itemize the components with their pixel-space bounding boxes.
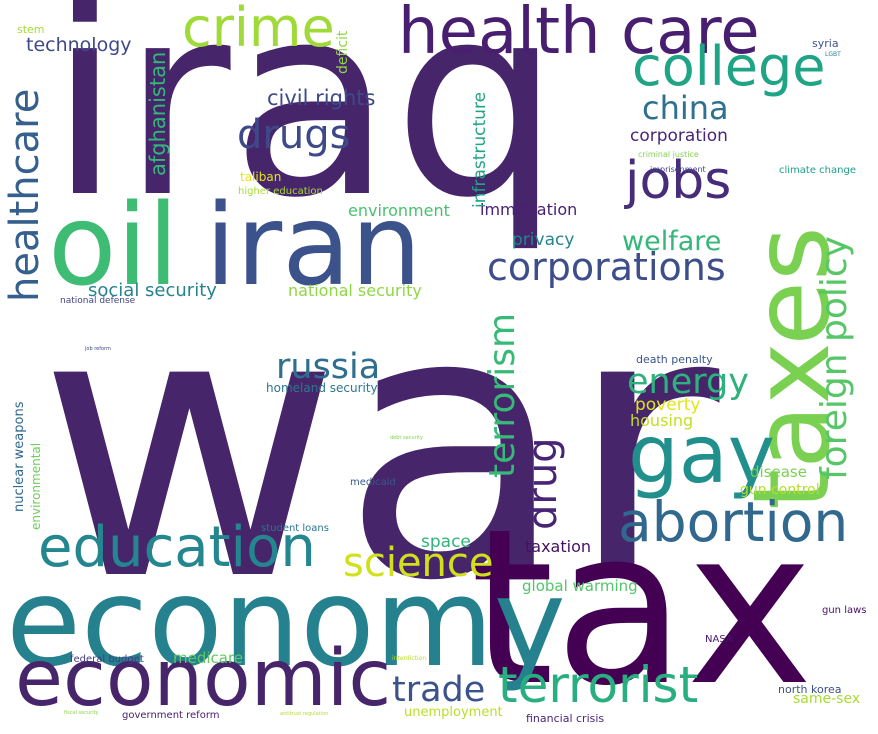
word-taliban: taliban xyxy=(240,170,282,184)
word-global-warming: global warming xyxy=(522,577,638,595)
word-abortion: abortion xyxy=(618,490,849,554)
word-national-defense: national defense xyxy=(60,296,136,306)
word-fiscal-security: fiscal security xyxy=(64,710,99,716)
word-taxation: taxation xyxy=(525,537,591,556)
word-economic: economic xyxy=(15,634,392,724)
word-terrorist: terrorist xyxy=(498,656,699,714)
word-financial-crisis: financial crisis xyxy=(526,712,605,725)
word-criminal-justice: criminal justice xyxy=(638,150,699,159)
word-medicaid: medicaid xyxy=(350,477,396,488)
word-national-security: national security xyxy=(288,281,422,300)
word-economy: economy xyxy=(6,552,566,694)
word-interdiction: interdiction xyxy=(392,655,427,662)
word-infrastructure: infrastructure xyxy=(470,91,490,208)
word-war: war xyxy=(38,232,720,662)
word-medicare: medicare xyxy=(173,649,244,667)
word-deficit: deficit xyxy=(335,30,351,74)
word-gun-laws: gun laws xyxy=(822,605,867,616)
word-education: education xyxy=(38,515,316,580)
word-college: college xyxy=(632,35,826,98)
word-immigration: immigration xyxy=(480,200,578,219)
word-north-korea: north korea xyxy=(778,683,842,696)
word-antitrust-regulation: antitrust regulation xyxy=(280,711,329,717)
word-drugs: drugs xyxy=(237,112,351,158)
word-russia: russia xyxy=(276,347,381,387)
word-foreign-policy: foreign policy xyxy=(814,236,855,480)
word-privacy: privacy xyxy=(512,230,575,250)
word-disease: disease xyxy=(750,463,807,481)
word-nasa: NASA xyxy=(705,634,733,645)
word-social-security: social security xyxy=(88,280,217,301)
word-iran: iran xyxy=(205,181,422,311)
word-imprisonment: imprisonment xyxy=(650,165,706,174)
word-environment: environment xyxy=(348,201,450,220)
word-nuclear-weapons: nuclear weapons xyxy=(12,401,27,513)
word-health-care: health care xyxy=(398,0,760,69)
word-healthcare: healthcare xyxy=(2,88,48,302)
word-crime: crime xyxy=(182,0,335,59)
word-terrorism: terrorism xyxy=(482,312,523,478)
word-poverty: poverty xyxy=(635,395,701,415)
word-homeland-security: homeland security xyxy=(266,381,378,395)
word-climate-change: climate change xyxy=(779,165,856,176)
word-unemployment: unemployment xyxy=(404,705,503,720)
word-same-sex: same-sex xyxy=(793,691,861,707)
word-civil-rights: civil rights xyxy=(267,86,376,110)
word-energy: energy xyxy=(627,362,749,402)
word-environmental: environmental xyxy=(29,442,43,530)
word-welfare: welfare xyxy=(622,226,722,257)
word-federal-budget: federal budget xyxy=(70,654,144,665)
word-corporation: corporation xyxy=(630,126,728,146)
word-student-loans: student loans xyxy=(261,523,329,534)
word-oil: oil xyxy=(48,181,179,311)
word-china: china xyxy=(642,89,729,127)
word-gay: gay xyxy=(628,408,776,501)
word-government-reform: government reform xyxy=(122,710,220,721)
word-gun-control: gun control xyxy=(740,482,820,498)
word-trade: trade xyxy=(392,670,486,710)
word-higher-education: higher education xyxy=(238,186,323,197)
word-iraq: iraq xyxy=(48,0,562,256)
word-corporations: corporations xyxy=(487,245,726,289)
word-space: space xyxy=(421,532,471,552)
word-afghanistan: afghanistan xyxy=(146,51,170,176)
word-drug: drug xyxy=(520,437,566,530)
word-technology: technology xyxy=(26,34,132,56)
word-syria: syria xyxy=(812,37,839,50)
word-science: science xyxy=(343,540,494,586)
word-debt-security: debt security xyxy=(390,435,423,441)
word-jobs: jobs xyxy=(625,151,732,211)
word-lgbt: LGBT xyxy=(825,51,841,58)
word-stem: stem xyxy=(17,23,45,36)
word-job-reform: job reform xyxy=(85,346,111,352)
word-tax: tax xyxy=(470,482,814,733)
word-housing: housing xyxy=(630,411,694,430)
word-death-penalty: death penalty xyxy=(636,353,713,366)
